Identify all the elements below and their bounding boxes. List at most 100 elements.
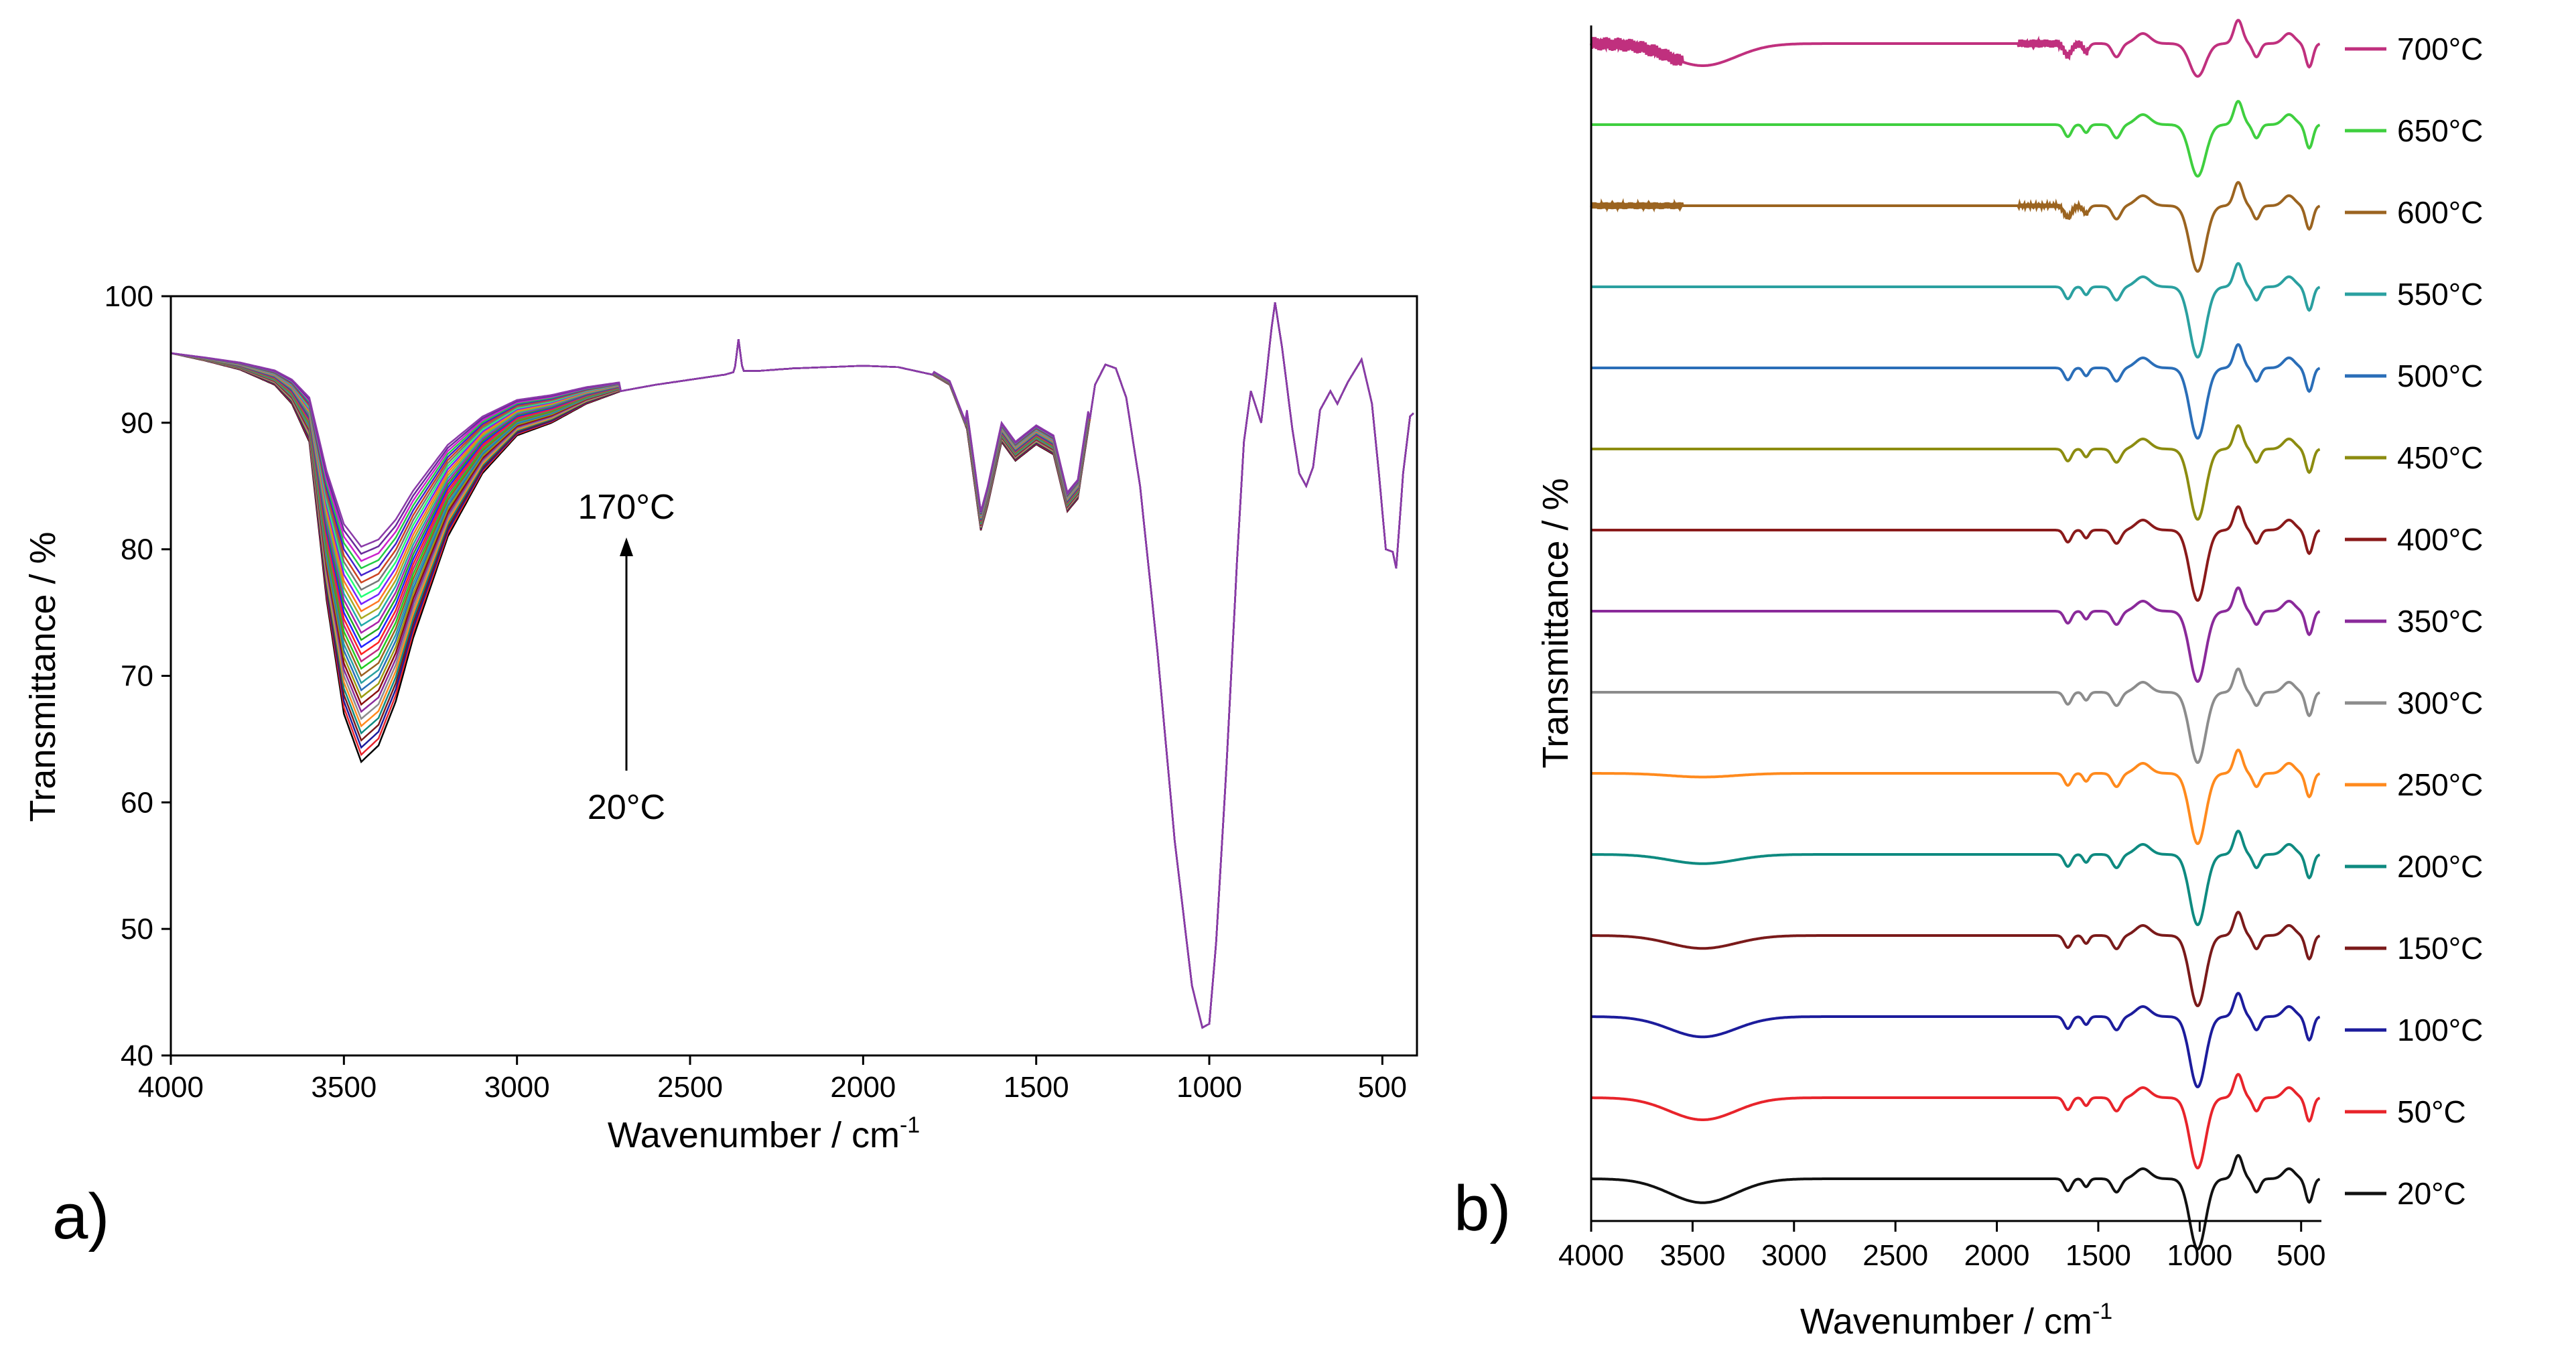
panel-b-series-50c (1591, 1073, 2321, 1169)
panel-a-series-85c (170, 302, 1414, 1029)
panel-a-series-20c (170, 302, 1414, 1029)
panel-a-series-45c (170, 302, 1414, 1029)
panel-a-y-tick-label: 40 (121, 1039, 153, 1072)
panel-a-series-110c (170, 302, 1414, 1029)
legend-label: 700°C (2397, 31, 2483, 66)
panel-b-x-tick-label: 2000 (1964, 1239, 2030, 1272)
panel-a-series-30c (170, 302, 1414, 1029)
panel-a-series-50c (170, 302, 1414, 1029)
legend-label: 200°C (2397, 849, 2483, 884)
panel-b-x-tick-label: 1000 (2167, 1239, 2232, 1272)
panel-b-label: b) (1454, 1173, 1511, 1244)
panel-b-x-tick-label: 3500 (1659, 1239, 1725, 1272)
legend-label: 650°C (2397, 113, 2483, 148)
panel-a-x-tick-label: 2500 (657, 1071, 723, 1104)
panel-a-x-tick-label: 1500 (1004, 1071, 1069, 1104)
panel-b-series-450c (1591, 424, 2321, 521)
legend-label: 250°C (2397, 767, 2483, 802)
panel-a-series-65c (170, 302, 1414, 1029)
panel-b-series-400c (1591, 505, 2321, 602)
panel-a-x-tick-label: 3500 (311, 1071, 377, 1104)
panel-a-y-tick-label: 60 (121, 786, 153, 819)
panel-a-series-100c (170, 302, 1414, 1029)
legend-label: 100°C (2397, 1013, 2483, 1047)
panel-a-series-95c (170, 302, 1414, 1029)
legend-label: 550°C (2397, 277, 2483, 312)
panel-b-x-tick-label: 2500 (1862, 1239, 1928, 1272)
panel-a-x-tick-label: 500 (1358, 1071, 1407, 1104)
panel-a-x-tick-label: 3000 (484, 1071, 550, 1104)
panel-a-series-25c (170, 302, 1414, 1029)
panel-a-series-60c (170, 302, 1414, 1029)
panel-a-series-105c (170, 302, 1414, 1029)
panel-b-y-axis-label: Transmittance / % (1536, 478, 1576, 768)
panel-a-series-120c (170, 302, 1414, 1029)
panel-b-series-600c (1590, 181, 2321, 273)
panel-b-legend: 700°C 650°C 600°C 550°C 500°C 450°C 400°C 350°C… (2345, 31, 2483, 1211)
panel-a-series-group (170, 302, 1414, 1029)
panel-a-y-tick-label: 90 (121, 407, 153, 440)
panel-a-axis-ticks: 4000 3500 3000 2500 2000 1500 1000 500 40 50 60 70 8… (105, 280, 1407, 1104)
panel-a-x-tick-label: 1000 (1176, 1071, 1242, 1104)
panel-a-chart: 4000 3500 3000 2500 2000 1500 1000 500 40 50 60 70 8… (23, 280, 1418, 1252)
panel-b-series-250c (1591, 749, 2321, 845)
panel-a-series-165c (170, 302, 1414, 1029)
panel-b-axis-ticks: 4000 3500 3000 2500 2000 1500 1000 500 (1558, 1221, 2325, 1272)
panel-a-series-90c (170, 302, 1414, 1029)
panel-a-series-140c (170, 302, 1414, 1029)
legend-label: 20°C (2397, 1176, 2466, 1211)
panel-a-series-155c (170, 302, 1414, 1029)
legend-label: 350°C (2397, 604, 2483, 639)
panel-a-series-35c (170, 302, 1414, 1029)
panel-a-series-70c (170, 302, 1414, 1029)
panel-a-series-115c (170, 302, 1414, 1029)
panel-a-y-tick-label: 100 (105, 280, 153, 313)
panel-a-x-tick-label: 2000 (830, 1071, 896, 1104)
panel-a-series-170c (170, 302, 1414, 1029)
panel-a-series-80c (170, 302, 1414, 1029)
panel-a-series-75c (170, 302, 1414, 1029)
panel-b-series-group (1590, 19, 2321, 1250)
panel-a-series-150c (170, 302, 1414, 1029)
panel-b-series-150c (1591, 911, 2321, 1007)
panel-a-series-160c (170, 302, 1414, 1029)
legend-label: 500°C (2397, 359, 2483, 393)
annotation-20c: 20°C (588, 788, 665, 827)
panel-a-series-145c (170, 302, 1414, 1029)
panel-b-series-650c (1591, 100, 2321, 178)
panel-a-label: a) (52, 1181, 109, 1252)
panel-a-series-135c (170, 302, 1414, 1029)
panel-a-y-tick-label: 70 (121, 660, 153, 693)
panel-b-series-20c (1591, 1154, 2321, 1250)
panel-a-y-tick-label: 50 (121, 913, 153, 946)
legend-label: 300°C (2397, 686, 2483, 720)
panel-b-series-350c (1591, 586, 2321, 683)
panel-b-series-700c (1590, 19, 2321, 78)
panel-b-series-200c (1591, 830, 2321, 926)
legend-label: 50°C (2397, 1094, 2466, 1129)
panel-a-series-55c (170, 302, 1414, 1029)
panel-a-series-40c (170, 302, 1414, 1029)
legend-label: 600°C (2397, 195, 2483, 230)
panel-a-y-axis-label: Transmittance / % (23, 531, 63, 822)
panel-a-y-tick-label: 80 (121, 533, 153, 566)
legend-label: 400°C (2397, 522, 2483, 557)
annotation-170c: 170°C (578, 488, 675, 527)
legend-label: 150°C (2397, 931, 2483, 966)
panel-b-series-300c (1591, 667, 2321, 764)
panel-b-series-550c (1591, 262, 2321, 359)
panel-b-series-100c (1591, 992, 2321, 1088)
panel-b-x-tick-label: 3000 (1761, 1239, 1827, 1272)
legend-label: 450°C (2397, 440, 2483, 475)
panel-b-x-tick-label: 4000 (1558, 1239, 1624, 1272)
panel-b-x-tick-label: 1500 (2065, 1239, 2131, 1272)
panel-a-x-axis-label: Wavenumber / cm-1 (608, 1112, 920, 1155)
temperature-arrow-head (620, 537, 633, 556)
panel-b-series-500c (1591, 343, 2321, 440)
panel-b-x-tick-label: 500 (2277, 1239, 2325, 1272)
panel-b-chart: 4000 3500 3000 2500 2000 1500 1000 500 700°C 650… (1454, 19, 2483, 1342)
panel-a-x-tick-label: 4000 (138, 1071, 204, 1104)
panel-b-x-axis-label: Wavenumber / cm-1 (1800, 1299, 2112, 1342)
panel-a-series-130c (170, 302, 1414, 1029)
